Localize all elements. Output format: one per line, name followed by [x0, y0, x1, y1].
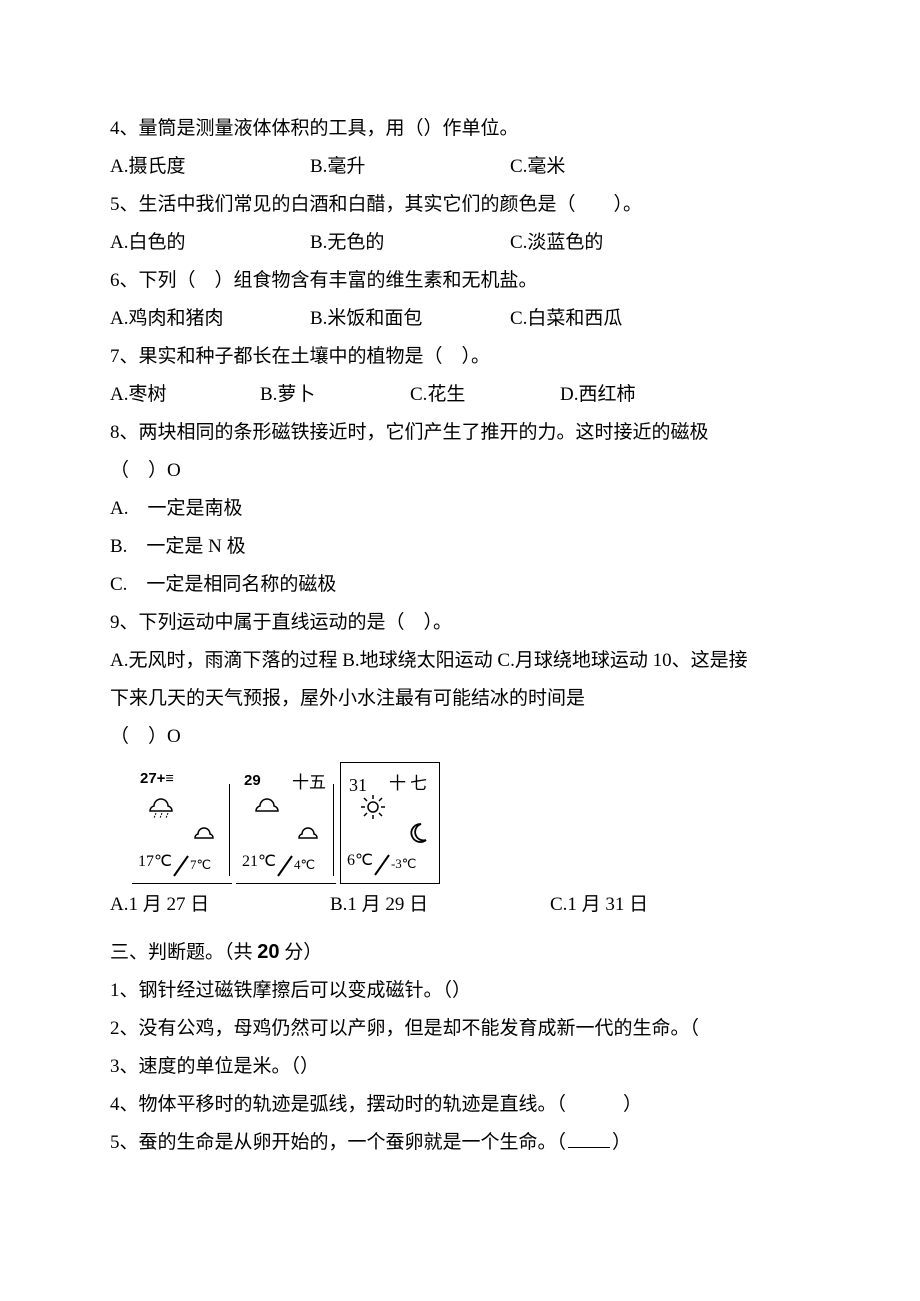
exam-page: 4、量筒是测量液体体积的工具，用（）作单位。 A.摄氏度 B.毫升 C.毫米 5…	[0, 0, 920, 1222]
judge-3: 3、速度的单位是米。（）	[110, 1048, 810, 1086]
weather-temp-27: 17℃ 7℃	[138, 846, 224, 878]
q9-text: 9、下列运动中属于直线运动的是（ ）。	[110, 604, 810, 642]
weather-card-31: 31 十七 6℃ -3℃	[340, 762, 440, 884]
section-3-title-pre: 三、判断题。（共	[110, 942, 257, 963]
blank-underline	[568, 1130, 610, 1148]
q10-options: A.1 月 27 日 B.1 月 29 日 C.1 月 31 日	[110, 886, 810, 924]
weather-date-29: 29	[244, 772, 261, 789]
q5-opt-c: C.淡蓝色的	[510, 224, 603, 262]
q7-options: A.枣树 B.萝卜 C.花生 D.西红柿	[110, 376, 810, 414]
q8-opt-c: C. 一定是相同名称的磁极	[110, 566, 810, 604]
q10-opt-a: A.1 月 27 日	[110, 886, 330, 924]
weather-hi-29: 21℃	[242, 846, 276, 878]
card-underline	[132, 883, 232, 885]
weather-temp-31: 6℃ -3℃	[347, 845, 433, 877]
q10-text-2: 下来几天的天气预报，屋外小水注最有可能结冰的时间是	[110, 680, 810, 718]
q7-opt-d: D.西红柿	[560, 376, 635, 414]
q4-opt-a: A.摄氏度	[110, 148, 310, 186]
q8-opt-a: A. 一定是南极	[110, 490, 810, 528]
judge-4: 4、物体平移时的轨迹是弧线，摆动时的轨迹是直线。（ ）	[110, 1086, 810, 1124]
moon-icon	[407, 821, 429, 843]
judge-1: 1、钢针经过磁铁摩擦后可以变成磁针。（）	[110, 972, 810, 1010]
cloud-icon	[190, 820, 224, 842]
q6-options: A.鸡肉和猪肉 B.米饭和面包 C.白菜和西瓜	[110, 300, 810, 338]
section-3-title-num: 20	[257, 941, 279, 963]
q10-opt-b: B.1 月 29 日	[330, 886, 550, 924]
judge-5-post: ）	[612, 1132, 631, 1153]
weather-lunar-31: 十七	[389, 767, 431, 801]
q5-text: 5、生活中我们常见的白酒和白醋，其实它们的颜色是（ ）。	[110, 186, 810, 224]
weather-card-27: 27+≡ 17℃ 7℃	[132, 764, 230, 884]
weather-lo-29: 4℃	[294, 852, 315, 878]
slash-icon	[276, 854, 294, 878]
cloud-icon	[250, 790, 290, 816]
weather-date-31: 31	[349, 775, 367, 795]
weather-hi-27: 17℃	[138, 846, 172, 878]
weather-lo-27: 7℃	[190, 852, 211, 878]
card-separator	[333, 784, 335, 876]
q6-opt-a: A.鸡肉和猪肉	[110, 300, 310, 338]
q6-text: 6、下列（ ）组食物含有丰富的维生素和无机盐。	[110, 262, 810, 300]
q7-opt-b: B.萝卜	[260, 376, 410, 414]
q4-opt-b: B.毫升	[310, 148, 510, 186]
q7-opt-c: C.花生	[410, 376, 560, 414]
section-3-title: 三、判断题。（共 20 分）	[110, 932, 810, 972]
judge-2: 2、没有公鸡，母鸡仍然可以产卵，但是却不能发育成新一代的生命。（	[110, 1010, 810, 1048]
q5-opt-a: A.白色的	[110, 224, 310, 262]
weather-lunar-29: 十五	[292, 766, 326, 800]
q10-opt-c: C.1 月 31 日	[550, 886, 648, 924]
sun-icon	[359, 793, 387, 821]
q9-combined: A.无风时，雨滴下落的过程 B.地球绕太阳运动 C.月球绕地球运动 10、这是接	[110, 642, 810, 680]
cloud-rain-icon	[144, 790, 186, 820]
weather-forecast: 27+≡ 17℃ 7℃ 29 十五	[132, 762, 810, 884]
weather-date-27: 27+	[140, 770, 165, 787]
section-3-title-post: 分）	[280, 942, 323, 963]
q7-opt-a: A.枣树	[110, 376, 260, 414]
q10-text-3: （ ）O	[110, 718, 810, 756]
cloud-icon	[294, 820, 328, 842]
judge-5-pre: 5、蚕的生命是从卵开始的，一个蚕卵就是一个生命。（	[110, 1132, 566, 1153]
q4-options: A.摄氏度 B.毫升 C.毫米	[110, 148, 810, 186]
slash-icon	[172, 854, 190, 878]
q8-text-1: 8、两块相同的条形磁铁接近时，它们产生了推开的力。这时接近的磁极	[110, 414, 810, 452]
q5-options: A.白色的 B.无色的 C.淡蓝色的	[110, 224, 810, 262]
q7-text: 7、果实和种子都长在土壤中的植物是（ ）。	[110, 338, 810, 376]
slash-icon	[373, 853, 391, 877]
q4-text: 4、量筒是测量液体体积的工具，用（）作单位。	[110, 110, 810, 148]
weather-hi-31: 6℃	[347, 845, 373, 877]
weather-lo-31: -3℃	[391, 851, 416, 877]
q6-opt-b: B.米饭和面包	[310, 300, 510, 338]
card-underline	[236, 883, 336, 885]
judge-5: 5、蚕的生命是从卵开始的，一个蚕卵就是一个生命。（ ）	[110, 1124, 810, 1162]
weather-card-29: 29 十五 21℃ 4℃	[236, 764, 334, 884]
q8-text-2: （ ）O	[110, 452, 810, 490]
weather-date-27-suffix: ≡	[165, 771, 174, 787]
q8-opt-b: B. 一定是 N 极	[110, 528, 810, 566]
q6-opt-c: C.白菜和西瓜	[510, 300, 622, 338]
card-separator	[229, 784, 231, 876]
q4-opt-c: C.毫米	[510, 148, 565, 186]
weather-temp-29: 21℃ 4℃	[242, 846, 328, 878]
q5-opt-b: B.无色的	[310, 224, 510, 262]
